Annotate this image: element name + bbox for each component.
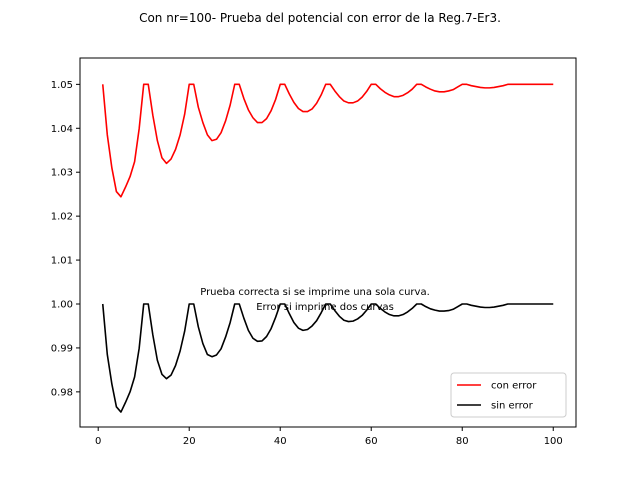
legend: con error sin error xyxy=(450,372,567,418)
x-tick-label: 40 xyxy=(274,436,287,447)
y-axis: 0.98 0.99 1.00 1.01 1.02 1.03 1.04 1.05 xyxy=(51,80,80,398)
y-tick-label: 1.02 xyxy=(51,212,73,223)
chart-title: Con nr=100- Prueba del potencial con err… xyxy=(139,11,501,25)
x-tick-label: 60 xyxy=(365,436,378,447)
y-tick-label: 1.01 xyxy=(51,256,73,267)
annotation-line-2: Error si imprime dos curvas xyxy=(256,302,394,313)
annotation-line-1: Prueba correcta si se imprime una sola c… xyxy=(200,287,430,298)
annotation: Prueba correcta si se imprime una sola c… xyxy=(200,287,430,313)
x-tick-label: 100 xyxy=(544,436,563,447)
x-tick-label: 20 xyxy=(183,436,196,447)
y-tick-label: 1.05 xyxy=(51,80,73,91)
x-tick-label: 80 xyxy=(456,436,469,447)
x-axis: 0 20 40 60 80 100 xyxy=(95,427,563,447)
legend-label: con error xyxy=(491,381,537,392)
plot-frame xyxy=(79,57,577,428)
y-tick-label: 0.98 xyxy=(51,387,73,398)
y-tick-label: 1.03 xyxy=(51,168,73,179)
x-tick-label: 0 xyxy=(95,436,101,447)
y-tick-label: 1.04 xyxy=(51,124,73,135)
y-tick-label: 1.00 xyxy=(51,300,73,311)
plot-area xyxy=(79,57,577,428)
legend-box xyxy=(450,372,567,418)
series-line-con-error xyxy=(101,83,554,198)
y-tick-label: 0.99 xyxy=(51,343,73,354)
series-line-sin-error xyxy=(101,303,554,413)
legend-label: sin error xyxy=(491,401,534,412)
series-layer xyxy=(101,83,554,413)
